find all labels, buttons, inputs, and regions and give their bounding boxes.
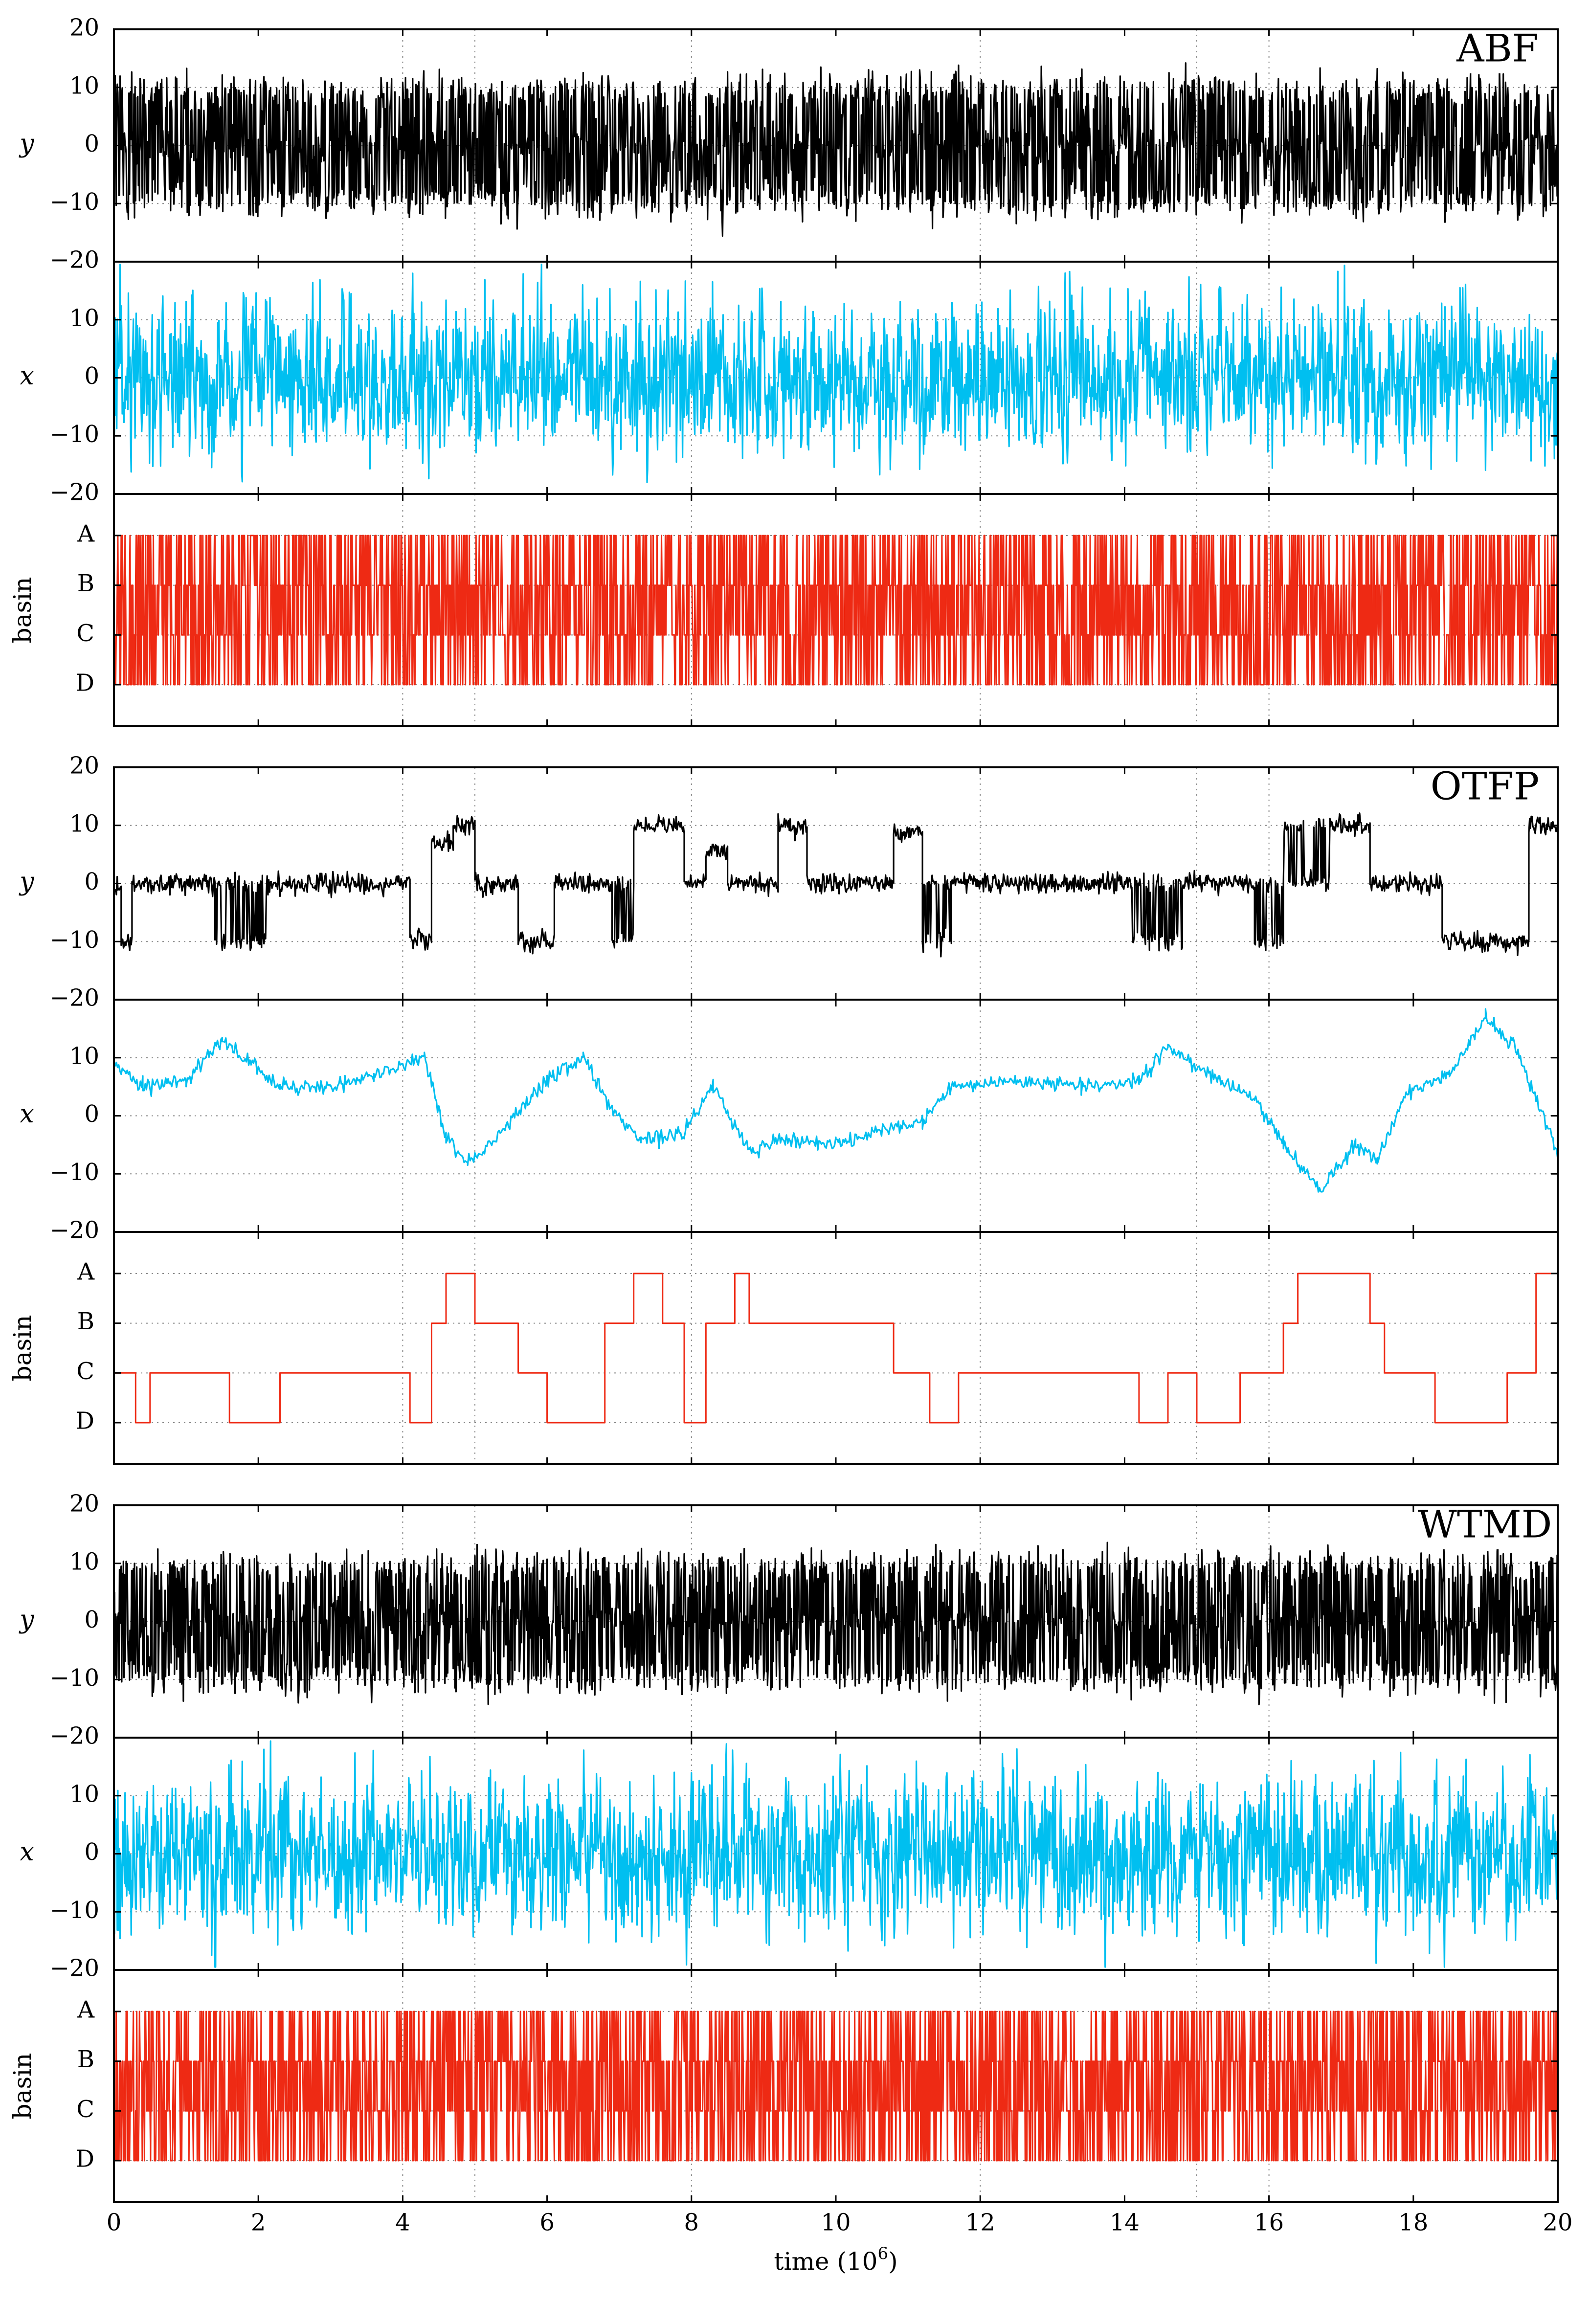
basin-axis-label: basin	[8, 2053, 37, 2120]
y-axis-label: y	[19, 867, 34, 896]
basin-tick-label: D	[76, 670, 94, 697]
y-tick-label: −20	[50, 1955, 99, 1982]
basin-tick-label: B	[77, 1308, 94, 1335]
basin-tick-label: A	[77, 520, 95, 548]
y-tick-label: −10	[50, 188, 99, 216]
method-label: WTMD	[1418, 1503, 1552, 1547]
x-tick-label: 4	[395, 2209, 410, 2236]
basin-tick-label: B	[77, 2046, 94, 2073]
y-tick-label: −20	[50, 246, 99, 274]
y-tick-label: 0	[84, 1838, 99, 1866]
x-series-line	[113, 1008, 1559, 1193]
y-axis-label: y	[19, 1605, 34, 1634]
y-tick-label: 0	[84, 868, 99, 895]
y-tick-label: 10	[69, 810, 99, 837]
method-label-bg	[1452, 24, 1553, 73]
basin-tick-label: D	[76, 2145, 94, 2173]
method-label-bg	[1427, 1500, 1553, 1549]
x-tick-label: 12	[965, 2209, 995, 2236]
basin-tick-label: C	[76, 620, 94, 647]
y-series-line	[113, 62, 1559, 237]
x-tick-label: 20	[1543, 2209, 1572, 2236]
basin-tick-label: D	[76, 1408, 94, 1435]
x-axis-label: x	[20, 1837, 34, 1867]
x-tick-label: 2	[251, 2209, 266, 2236]
basin-tick-label: A	[77, 1258, 95, 1286]
y-tick-label: 20	[69, 14, 99, 42]
method-label-bg	[1427, 762, 1553, 811]
y-tick-label: 0	[84, 130, 99, 157]
x-series-line	[113, 264, 1559, 484]
basin-series-line	[114, 1273, 1558, 1424]
x-series-line	[113, 1740, 1559, 1968]
x-tick-label: 16	[1254, 2209, 1284, 2236]
basin-panel-frame	[113, 1231, 1559, 1465]
y-tick-label: 10	[69, 72, 99, 99]
y-tick-label: 0	[84, 1606, 99, 1633]
y-tick-label: 10	[69, 1548, 99, 1575]
y-tick-label: 0	[84, 1100, 99, 1128]
x-tick-label: 10	[821, 2209, 851, 2236]
x-tick-label: 14	[1110, 2209, 1140, 2236]
y-tick-label: 20	[69, 752, 99, 780]
y-tick-label: −10	[50, 1897, 99, 1924]
y-axis-label: y	[19, 129, 34, 158]
x-tick-label: 8	[684, 2209, 699, 2236]
x-axis-label: x	[20, 361, 34, 391]
y-tick-label: 10	[69, 1780, 99, 1808]
y-tick-label: −10	[50, 421, 99, 448]
basin-series-line	[113, 2011, 1558, 2162]
basin-tick-label: A	[77, 1996, 95, 2024]
y-tick-label: −10	[50, 1664, 99, 1692]
basin-axis-label: basin	[8, 1315, 37, 1382]
y-tick-label: 10	[69, 304, 99, 332]
method-label: OTFP	[1431, 765, 1540, 809]
x-tick-label: 0	[107, 2209, 122, 2236]
y-tick-label: −10	[50, 1159, 99, 1186]
y-tick-label: 20	[69, 1490, 99, 1518]
x-tick-label: 6	[539, 2209, 555, 2236]
x-axis-label: x	[20, 1099, 34, 1129]
y-series-line	[113, 1540, 1559, 1705]
basin-tick-label: C	[76, 2096, 94, 2123]
y-tick-label: −10	[50, 926, 99, 954]
basin-series-line	[113, 535, 1559, 686]
y-tick-label: 10	[69, 1042, 99, 1070]
y-tick-label: −20	[50, 984, 99, 1012]
y-tick-label: −20	[50, 479, 99, 506]
y-tick-label: −20	[50, 1217, 99, 1244]
basin-tick-label: B	[77, 570, 94, 597]
y-series-line	[113, 812, 1559, 958]
basin-tick-label: C	[76, 1358, 94, 1385]
y-tick-label: −20	[50, 1722, 99, 1750]
y-tick-label: 0	[84, 362, 99, 390]
method-label: ABF	[1456, 27, 1539, 71]
basin-axis-label: basin	[8, 577, 37, 644]
x-axis-label: time (106)	[774, 2244, 897, 2276]
x-tick-label: 18	[1398, 2209, 1428, 2236]
